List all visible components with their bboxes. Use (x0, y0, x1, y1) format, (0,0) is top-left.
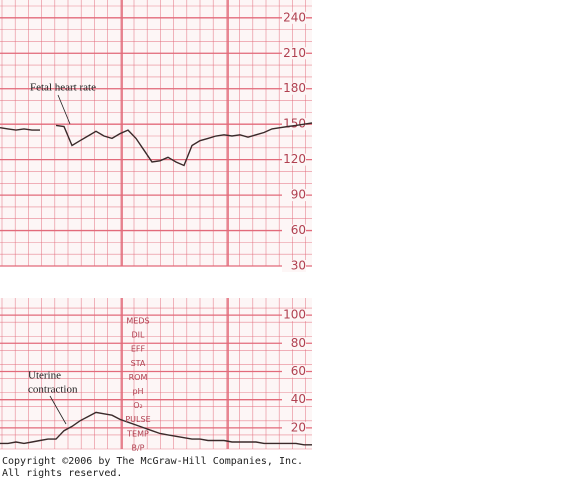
tick-bg (282, 47, 306, 60)
annotation-pointer (49, 395, 67, 425)
tick-bg (282, 224, 306, 237)
trace-line (0, 122, 313, 167)
y-tick-label: 60 (291, 364, 306, 378)
tick-bg (282, 82, 306, 95)
chart-field-label: EFF (131, 345, 146, 354)
y-tick-label: 20 (291, 420, 306, 434)
tick-bg (282, 260, 306, 272)
tick-bg (282, 337, 306, 350)
annotation: Uterine (28, 370, 61, 382)
chart-field-label: pH (132, 387, 143, 396)
annotation: contraction (28, 384, 78, 396)
y-tick-label: 80 (291, 336, 306, 350)
y-tick-label: 240 (283, 10, 306, 24)
chart-field-label: MEDS (126, 317, 149, 326)
tick-bg (282, 11, 306, 24)
top-paper (0, 0, 312, 266)
tick-bg (282, 365, 306, 378)
footer-line: Copyright ©2006 by The McGraw-Hill Compa… (2, 456, 303, 467)
y-tick-label: 100 (283, 308, 306, 322)
bottom-paper (0, 298, 312, 449)
footer-line: All rights reserved. (2, 468, 122, 479)
chart-field-label: ROM (129, 373, 148, 382)
chart-field-label: B/P (131, 443, 144, 452)
tick-bg (282, 421, 306, 434)
annotation-pointer (57, 94, 71, 125)
chart-field-label: O₂ (133, 401, 143, 410)
chart-field-label: DIL (132, 331, 146, 340)
y-tick-label: 210 (283, 46, 306, 60)
y-tick-label: 180 (283, 81, 306, 95)
tick-bg (282, 189, 306, 202)
tick-bg (282, 309, 306, 322)
y-tick-label: 150 (283, 117, 306, 131)
chart-layer: 30 60 90 120 150 180 210 240 Fetal heart rate 20 4… (0, 0, 313, 452)
chart-field-label: STA (131, 359, 146, 368)
trace-line (0, 411, 312, 446)
y-tick-label: 30 (291, 259, 306, 273)
tick-bg (282, 393, 306, 406)
y-tick-label: 90 (291, 188, 306, 202)
y-tick-label: 120 (283, 152, 306, 166)
y-tick-label: 40 (291, 392, 306, 406)
annotation: Fetal heart rate (30, 82, 96, 94)
chart-field-label: TEMP (126, 429, 149, 438)
y-tick-label: 60 (291, 223, 306, 237)
tick-bg (282, 153, 306, 166)
chart-field-label: PULSE (125, 415, 150, 424)
